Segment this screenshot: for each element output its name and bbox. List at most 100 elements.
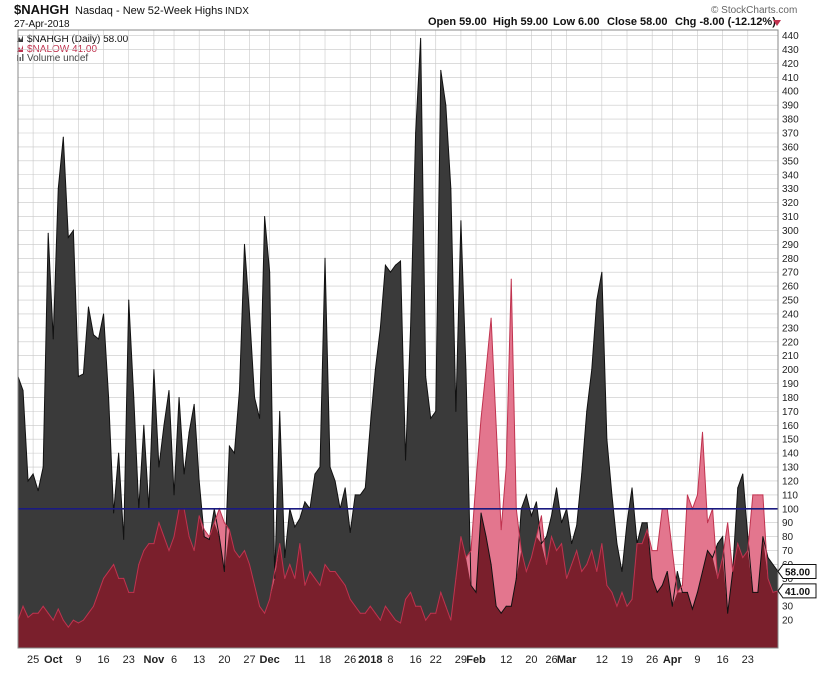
y-tick-100: 100 — [782, 504, 799, 515]
highs-point — [334, 480, 336, 482]
highs-point — [591, 369, 593, 371]
y-tick-290: 290 — [782, 240, 799, 251]
lows-point — [752, 494, 754, 496]
highs-point — [47, 232, 49, 234]
lows-point — [656, 550, 658, 552]
x-tick-9: 27 — [243, 654, 255, 666]
lows-point — [676, 591, 678, 593]
lows-point — [601, 543, 603, 545]
lows-point — [490, 317, 492, 319]
lows-point — [707, 522, 709, 524]
lows-point — [269, 598, 271, 600]
lows-point — [450, 619, 452, 621]
y-tick-120: 120 — [782, 476, 799, 487]
highs-point — [571, 543, 573, 545]
highs-point — [465, 369, 467, 371]
y-tick-270: 270 — [782, 268, 799, 279]
x-tick-4: 23 — [123, 654, 135, 666]
lows-point — [153, 543, 155, 545]
highs-point — [490, 563, 492, 565]
highs-point — [42, 466, 44, 468]
highs-point — [299, 518, 301, 520]
x-tick-1: Oct — [44, 654, 63, 666]
lows-point — [364, 612, 366, 614]
highs-point — [545, 536, 547, 538]
change-value: Chg -8.00 (-12.12%) — [675, 16, 776, 28]
y-tick-390: 390 — [782, 101, 799, 112]
highs-point — [621, 570, 623, 572]
lows-point — [57, 608, 59, 610]
lows-point — [213, 522, 215, 524]
lows-point — [128, 591, 130, 593]
highs-point — [556, 487, 558, 489]
chart-symbol: $NAHGH — [14, 2, 69, 17]
y-tick-430: 430 — [782, 45, 799, 56]
lows-point — [702, 431, 703, 433]
lows-point — [274, 570, 276, 572]
highs-point — [52, 338, 54, 340]
lows-point — [158, 522, 160, 524]
lows-point — [525, 570, 527, 572]
highs-point — [651, 577, 653, 579]
lows-point — [163, 536, 165, 538]
lows-point — [616, 605, 618, 607]
highs-point — [118, 452, 120, 454]
highs-last-label-box — [777, 563, 817, 579]
lows-point — [556, 550, 558, 552]
lows-point — [435, 612, 437, 614]
close-value: Close 58.00 — [607, 16, 668, 28]
lows-point — [520, 550, 522, 552]
lows-point — [671, 550, 673, 552]
lows-point — [264, 612, 266, 614]
lows-point — [561, 543, 563, 545]
highs-point — [747, 536, 749, 538]
lows-point — [611, 591, 613, 593]
lows-point — [742, 557, 744, 559]
highs-point — [379, 327, 381, 329]
y-tick-350: 350 — [782, 156, 799, 167]
y-tick-150: 150 — [782, 435, 799, 446]
lows-point — [686, 494, 688, 496]
y-tick-380: 380 — [782, 115, 799, 126]
lows-point — [118, 577, 120, 579]
lows-point — [389, 612, 391, 614]
lows-point — [475, 480, 477, 482]
y-tick-20: 20 — [782, 616, 794, 627]
lows-point — [722, 557, 724, 559]
highs-point — [661, 584, 663, 586]
lows-point — [591, 550, 593, 552]
y-tick-420: 420 — [782, 59, 799, 70]
highs-point — [188, 431, 190, 433]
lows-point — [480, 417, 482, 419]
highs-point — [284, 557, 286, 559]
lows-point — [727, 522, 729, 524]
lows-point — [329, 570, 331, 572]
highs-point — [198, 480, 200, 482]
lows-point — [384, 605, 386, 607]
highs-point — [581, 473, 583, 475]
highs-point — [22, 390, 24, 391]
y-tick-260: 260 — [782, 282, 799, 293]
highs-point — [722, 536, 724, 538]
x-tick-2: 9 — [75, 654, 81, 666]
lows-point — [77, 622, 79, 624]
x-tick-3: 16 — [97, 654, 109, 666]
lows-point — [113, 563, 115, 565]
highs-point — [646, 522, 648, 524]
highs-point — [495, 605, 497, 607]
highs-point — [671, 605, 673, 607]
highs-point — [696, 591, 698, 593]
lows-point — [87, 612, 89, 614]
low-value: Low 6.00 — [553, 16, 599, 28]
x-tick-30: 23 — [742, 654, 754, 666]
lows-point — [545, 563, 547, 565]
highs-point — [359, 494, 361, 496]
lows-point — [636, 543, 638, 545]
highs-point — [480, 512, 482, 514]
x-tick-23: Mar — [557, 654, 577, 666]
x-tick-21: 20 — [525, 654, 537, 666]
highs-point — [128, 299, 130, 301]
highs-point — [37, 490, 39, 492]
lows-point — [400, 622, 402, 624]
